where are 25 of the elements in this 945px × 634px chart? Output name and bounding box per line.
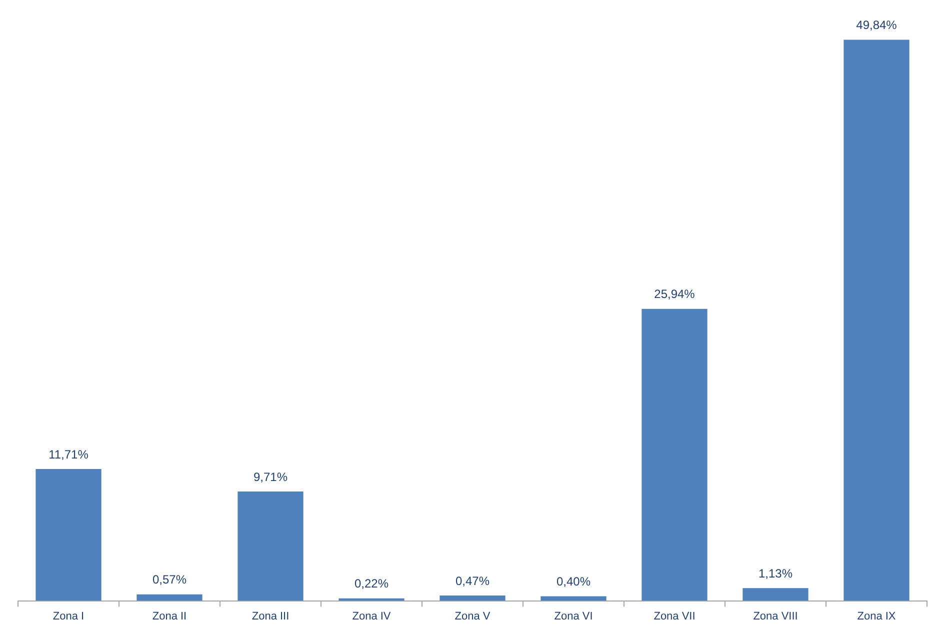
bar	[844, 40, 910, 601]
x-tick-label: Zona II	[152, 610, 187, 622]
x-tick-label: Zona VII	[654, 610, 696, 622]
bar	[440, 596, 506, 601]
x-tick-label: Zona V	[454, 610, 491, 622]
data-label: 0,22%	[354, 576, 389, 591]
data-label: 1,13%	[758, 566, 793, 580]
data-label: 0,47%	[455, 574, 490, 588]
bar	[742, 588, 808, 601]
bar	[136, 594, 202, 601]
x-tick-label: Zona I	[52, 610, 84, 622]
x-tick-label: Zona IV	[352, 610, 392, 622]
data-label: 25,94%	[654, 287, 696, 302]
x-tick-label: Zona III	[252, 610, 290, 622]
bar	[36, 468, 102, 601]
x-tick-label: Zona VI	[554, 610, 593, 622]
x-tick-label: Zona VIII	[753, 610, 798, 622]
data-label: 0,57%	[152, 572, 187, 587]
bar	[238, 492, 304, 601]
x-tick-label: Zona IX	[857, 610, 896, 622]
data-label: 49,84%	[856, 18, 898, 32]
data-label: 11,71%	[48, 447, 89, 462]
data-label: 0,40%	[556, 574, 591, 589]
data-label: 9,71%	[253, 470, 288, 484]
bar	[642, 308, 708, 601]
